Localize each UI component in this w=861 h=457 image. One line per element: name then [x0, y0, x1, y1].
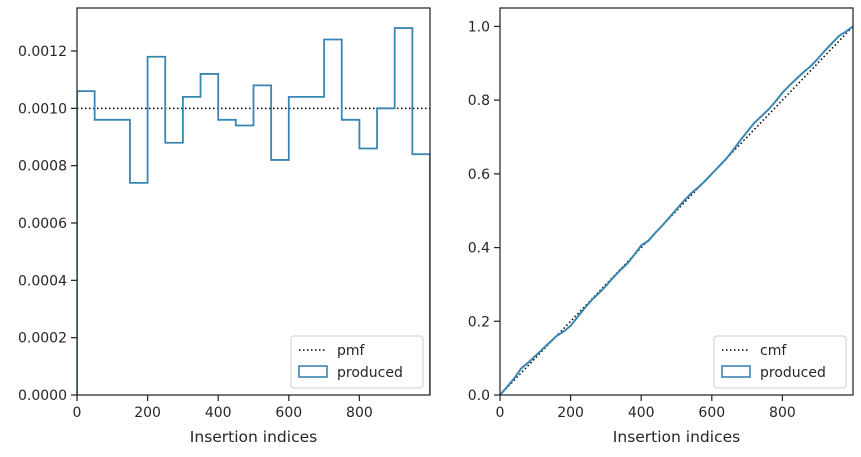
x-axis-label: Insertion indices [613, 428, 740, 446]
plot-area [500, 25, 853, 395]
x-tick-label: 0 [496, 405, 505, 421]
y-tick-label: 0.0000 [18, 388, 67, 404]
x-tick-label: 200 [134, 405, 161, 421]
x-tick-label: 200 [557, 405, 584, 421]
x-tick-label: 0 [73, 405, 82, 421]
legend-box [290, 335, 424, 389]
y-tick-label: 0.0006 [18, 216, 67, 232]
y-tick-label: 0.0 [468, 388, 490, 404]
y-tick-label: 0.8 [468, 93, 490, 109]
y-tick-label: 0.0002 [18, 331, 67, 347]
x-tick-label: 600 [275, 405, 302, 421]
y-tick-label: 0.0008 [18, 159, 67, 175]
y-tick-label: 1.0 [468, 19, 490, 35]
y-tick-label: 0.0012 [18, 44, 67, 60]
produced-cumulative-line [500, 25, 853, 395]
produced-histogram [77, 27, 430, 395]
legend-label-reference: pmf [337, 343, 366, 359]
axes-frame [76, 7, 431, 396]
legend-label-produced: produced [760, 365, 826, 381]
x-tick-label: 400 [205, 405, 232, 421]
legend-box [713, 335, 847, 389]
x-tick-label: 400 [628, 405, 655, 421]
panel-1 [71, 7, 431, 401]
y-tick-label: 0.0010 [18, 101, 67, 117]
legend-swatch-produced [721, 365, 751, 378]
panel-2 [494, 7, 854, 401]
x-tick-label: 600 [698, 405, 725, 421]
legend-swatch-produced [298, 365, 328, 378]
y-tick-label: 0.0004 [18, 273, 67, 289]
plot-area [77, 27, 430, 395]
x-tick-label: 800 [346, 405, 373, 421]
legend-label-reference: cmf [760, 343, 787, 359]
y-tick-label: 0.6 [468, 167, 490, 183]
legend-label-produced: produced [337, 365, 403, 381]
axes-frame [499, 7, 854, 396]
x-tick-label: 800 [769, 405, 796, 421]
x-axis-label: Insertion indices [190, 428, 317, 446]
y-tick-label: 0.2 [468, 314, 490, 330]
y-tick-label: 0.4 [468, 241, 490, 257]
